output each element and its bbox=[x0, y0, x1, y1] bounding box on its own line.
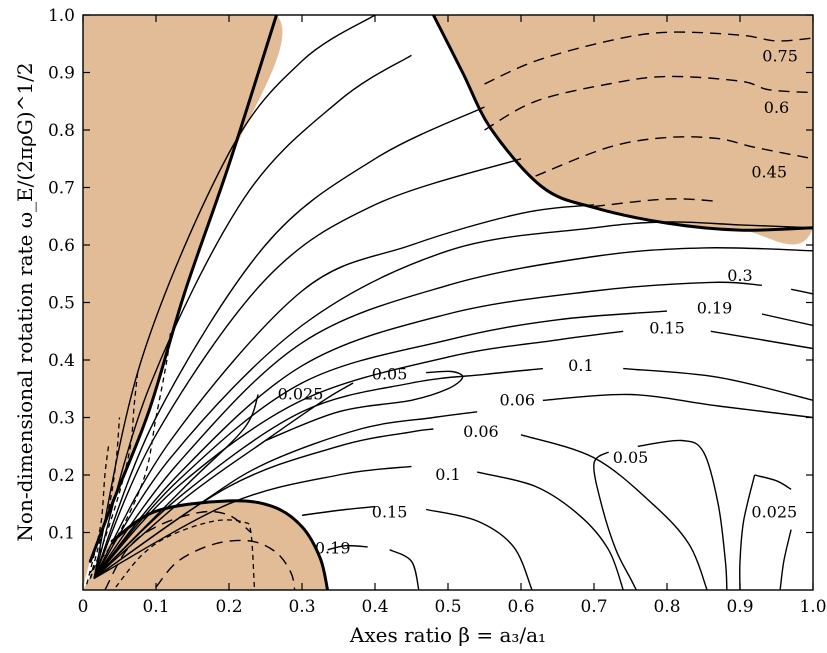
x-tick-label: 0.5 bbox=[434, 597, 461, 617]
y-axis: 0.1 0.2 0.3 0.4 0.5 0.6 0.7 0.8 0.9 1.0 bbox=[48, 6, 813, 544]
contour-line-0.025 bbox=[754, 474, 792, 490]
y-tick-label: 0.6 bbox=[48, 236, 75, 256]
x-axis-title: Axes ratio β = a₃/a₁ bbox=[349, 623, 546, 647]
forbidden-regions bbox=[83, 15, 813, 590]
contour-line-0.1 bbox=[93, 367, 543, 580]
contour-line bbox=[93, 106, 485, 579]
contour-line bbox=[425, 508, 533, 590]
contour-line-0.025 bbox=[93, 394, 259, 579]
contour-line bbox=[623, 367, 813, 401]
contour-line bbox=[86, 446, 110, 585]
contour-line bbox=[710, 330, 813, 350]
x-tick-label: 0.3 bbox=[288, 597, 315, 617]
contour-line-0.75 bbox=[484, 31, 813, 85]
contour-labels: 0.750.60.450.30.190.150.10.050.025 0.060.… bbox=[278, 46, 798, 557]
y-tick-label: 0.7 bbox=[48, 179, 75, 199]
forbidden-region-left bbox=[83, 15, 283, 590]
contour-label-0.1: 0.1 bbox=[568, 356, 593, 375]
contour-line-0.19 bbox=[93, 310, 668, 579]
x-tick-label: 0.1 bbox=[142, 597, 169, 617]
boundary-left bbox=[88, 15, 278, 563]
y-axis-title: Non-dimensional rotation rate ω_E/(2πρG)… bbox=[13, 62, 37, 541]
x-axis: 0 0.1 0.2 0.3 0.4 0.5 0.6 0.7 0.8 0.9 1.0 bbox=[78, 15, 827, 617]
contour-line bbox=[520, 434, 708, 590]
contour-line bbox=[93, 221, 813, 579]
contour-line bbox=[265, 370, 464, 442]
contour-label-0.05: 0.05 bbox=[372, 364, 408, 383]
contour-label-0.025: 0.025 bbox=[751, 502, 797, 521]
contour-line bbox=[93, 15, 376, 579]
region-boundaries bbox=[88, 15, 813, 590]
contour-label-0.025: 0.025 bbox=[278, 385, 324, 404]
contour-line-0.3 bbox=[93, 281, 762, 579]
forbidden-region-top-right bbox=[433, 15, 813, 245]
x-tick-label: 1.0 bbox=[799, 597, 826, 617]
y-tick-label: 0.5 bbox=[48, 294, 75, 314]
contour-line bbox=[93, 158, 522, 579]
contour-label-0.75: 0.75 bbox=[762, 46, 798, 65]
contour-label-0.19: 0.19 bbox=[697, 298, 733, 317]
y-tick-label: 1.0 bbox=[48, 6, 75, 26]
contour-line bbox=[89, 417, 121, 579]
x-tick-label: 0.2 bbox=[215, 597, 242, 617]
contour-line bbox=[104, 510, 252, 590]
contour-line-0.19 bbox=[327, 544, 368, 551]
contour-line bbox=[593, 198, 719, 208]
x-tick-label: 0.7 bbox=[580, 597, 607, 617]
contour-line-0.6 bbox=[484, 75, 813, 131]
contour-label-0.45: 0.45 bbox=[751, 163, 787, 182]
contour-line bbox=[155, 539, 296, 590]
x-tick-label: 0.4 bbox=[361, 597, 388, 617]
contour-line bbox=[477, 471, 624, 590]
forbidden-region-bottom-left bbox=[83, 500, 328, 590]
contour-label-0.1: 0.1 bbox=[435, 465, 460, 484]
y-tick-label: 0.1 bbox=[48, 524, 75, 544]
contour-line-0.05 bbox=[93, 382, 354, 580]
contour-line bbox=[790, 288, 813, 295]
contour-label-0.06: 0.06 bbox=[499, 390, 535, 409]
contour-label-0.06: 0.06 bbox=[463, 422, 499, 441]
contour-line bbox=[89, 371, 139, 579]
contour-line bbox=[389, 549, 420, 590]
contour-line bbox=[739, 474, 756, 590]
x-tick-label: 0.9 bbox=[726, 597, 753, 617]
y-tick-label: 0.8 bbox=[48, 121, 75, 141]
y-tick-label: 0.4 bbox=[48, 351, 75, 371]
y-tick-label: 0.2 bbox=[48, 466, 75, 486]
boundary-top-right bbox=[431, 15, 813, 232]
contour-line bbox=[779, 529, 792, 590]
contour-label-0.05: 0.05 bbox=[613, 448, 649, 467]
x-tick-label: 0 bbox=[78, 597, 89, 617]
contour-line bbox=[761, 313, 813, 327]
contour-line-0.05 bbox=[593, 451, 637, 590]
contour-line-0.1 bbox=[93, 465, 412, 580]
boundary-bottom-left bbox=[110, 499, 330, 590]
contour-label-0.6: 0.6 bbox=[764, 98, 789, 117]
contour-line bbox=[93, 204, 595, 579]
contour-label-0.19: 0.19 bbox=[315, 539, 351, 558]
contour-label-0.15: 0.15 bbox=[649, 318, 685, 337]
y-tick-label: 0.3 bbox=[48, 409, 75, 429]
x-tick-label: 0.8 bbox=[653, 597, 680, 617]
contour-line bbox=[637, 439, 728, 590]
y-tick-label: 0.9 bbox=[48, 64, 75, 84]
contour-line-0.06 bbox=[93, 428, 434, 580]
x-tick-label: 0.6 bbox=[507, 597, 534, 617]
contour-line-0.15 bbox=[301, 505, 376, 516]
contour-line bbox=[93, 247, 813, 579]
contour-line bbox=[93, 54, 412, 579]
contour-line-0.15 bbox=[93, 330, 624, 579]
contour-label-0.3: 0.3 bbox=[727, 266, 752, 285]
contour-lines bbox=[86, 15, 813, 590]
contour-label-0.15: 0.15 bbox=[372, 502, 408, 521]
contour-line bbox=[542, 393, 813, 419]
